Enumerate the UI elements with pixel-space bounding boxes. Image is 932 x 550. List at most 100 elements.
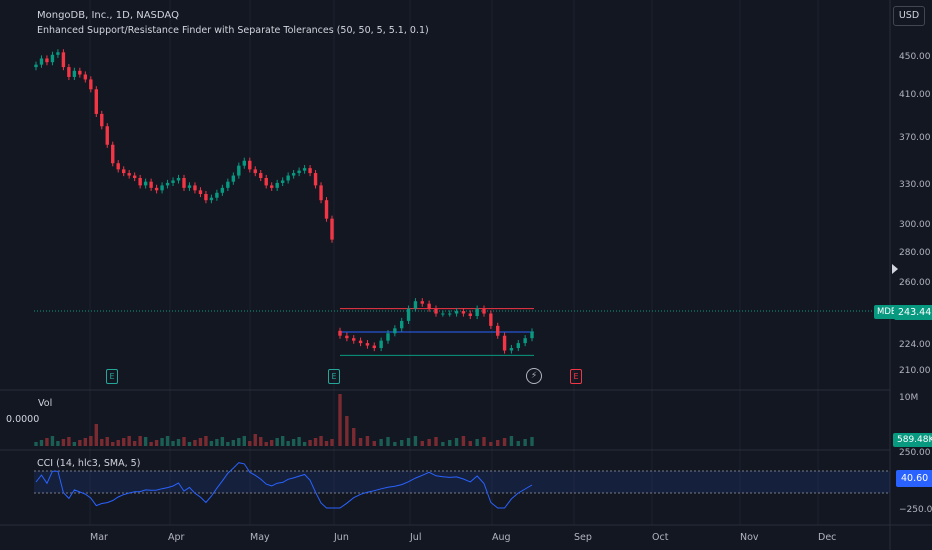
candle <box>461 311 466 314</box>
candle <box>61 52 66 68</box>
volume-bar <box>516 441 520 446</box>
candle <box>324 200 329 219</box>
volume-bar <box>198 438 203 446</box>
indicator-legend[interactable]: Enhanced Support/Resistance Finder with … <box>37 25 429 36</box>
candle <box>441 313 445 315</box>
candle <box>420 301 424 304</box>
volume-bar <box>468 441 472 446</box>
volume-bar <box>372 441 376 446</box>
candle <box>160 185 164 191</box>
cci-line <box>35 462 533 509</box>
candle <box>231 175 236 182</box>
candle <box>275 182 279 188</box>
candle <box>516 343 520 349</box>
scroll-right-icon[interactable] <box>892 264 898 274</box>
candle <box>345 335 349 339</box>
time-tick: Sep <box>574 532 592 543</box>
volume-label[interactable]: Vol <box>38 398 53 409</box>
volume-bar <box>160 438 164 446</box>
time-tick: Mar <box>90 532 108 543</box>
volume-last-badge: 589.48K <box>893 433 932 447</box>
earnings-event-icon[interactable]: E <box>328 369 340 384</box>
candle <box>143 181 148 186</box>
volume-bar <box>406 438 411 446</box>
volume-bar <box>308 440 312 446</box>
candle <box>138 178 142 186</box>
volume-bar <box>379 439 383 446</box>
candle <box>165 182 170 186</box>
candle <box>454 311 459 314</box>
candle <box>176 178 181 181</box>
volume-bar <box>122 438 126 446</box>
volume-bar <box>264 442 268 446</box>
candle <box>72 70 77 77</box>
volume-bar <box>231 440 236 446</box>
volume-bar <box>358 438 363 446</box>
earnings-event-icon[interactable]: E <box>570 369 582 384</box>
candle <box>45 58 49 63</box>
candle <box>127 173 131 176</box>
cci-label[interactable]: CCI (14, hlc3, SMA, 5) <box>37 458 141 469</box>
volume-bar <box>270 440 274 446</box>
candle <box>270 185 274 188</box>
volume-bar <box>138 436 142 446</box>
volume-bar <box>427 439 431 446</box>
candle <box>386 333 390 341</box>
candle <box>193 185 197 191</box>
volume-bar <box>259 437 263 446</box>
price-tick: 280.00 <box>899 248 931 258</box>
last-price-badge: 243.44 <box>894 305 932 320</box>
volume-bar <box>313 438 318 446</box>
volume-bar <box>187 442 192 446</box>
price-tick: 450.00 <box>899 52 931 62</box>
earnings-event-icon[interactable]: E <box>106 369 118 384</box>
candle <box>372 345 376 349</box>
volume-bar <box>89 436 93 446</box>
time-tick: Oct <box>652 532 669 543</box>
volume-bar <box>72 442 77 446</box>
candle <box>226 181 230 188</box>
candle <box>413 301 418 309</box>
candle <box>280 180 285 183</box>
candle <box>468 313 472 316</box>
candle <box>78 70 82 75</box>
candle <box>400 320 404 329</box>
volume-bar <box>209 441 214 446</box>
candle <box>313 173 318 186</box>
currency-button[interactable]: USD <box>893 6 925 26</box>
volume-bar <box>496 440 500 446</box>
ticker-badge: MDB <box>874 305 900 319</box>
time-tick: Jun <box>334 532 349 543</box>
candle <box>209 197 214 201</box>
candle <box>259 173 263 178</box>
candle <box>242 160 246 166</box>
volume-bar <box>345 416 349 446</box>
volume-bar <box>105 437 109 446</box>
volume-bar <box>165 436 170 446</box>
volume-bar <box>39 440 44 446</box>
cci-lower: −250.00 <box>899 505 932 515</box>
candle <box>434 308 438 314</box>
candle <box>187 185 192 188</box>
volume-bar <box>237 438 241 446</box>
volume-bar <box>132 441 137 446</box>
candle <box>237 165 241 176</box>
dividend-event-icon[interactable]: ⚡ <box>526 368 542 384</box>
candle <box>530 331 534 339</box>
volume-bar <box>176 439 181 446</box>
candle <box>379 340 383 349</box>
time-tick: Jul <box>410 532 422 543</box>
volume-bar <box>111 442 115 446</box>
candle <box>502 335 507 351</box>
candle <box>122 169 126 174</box>
candle <box>116 163 120 170</box>
volume-bar <box>280 436 285 446</box>
volume-bar <box>352 428 356 446</box>
candle <box>39 58 44 65</box>
volume-bar <box>523 439 527 446</box>
volume-axis-max: 10M <box>899 393 919 403</box>
sr-levels <box>34 308 890 356</box>
candle <box>302 168 307 171</box>
